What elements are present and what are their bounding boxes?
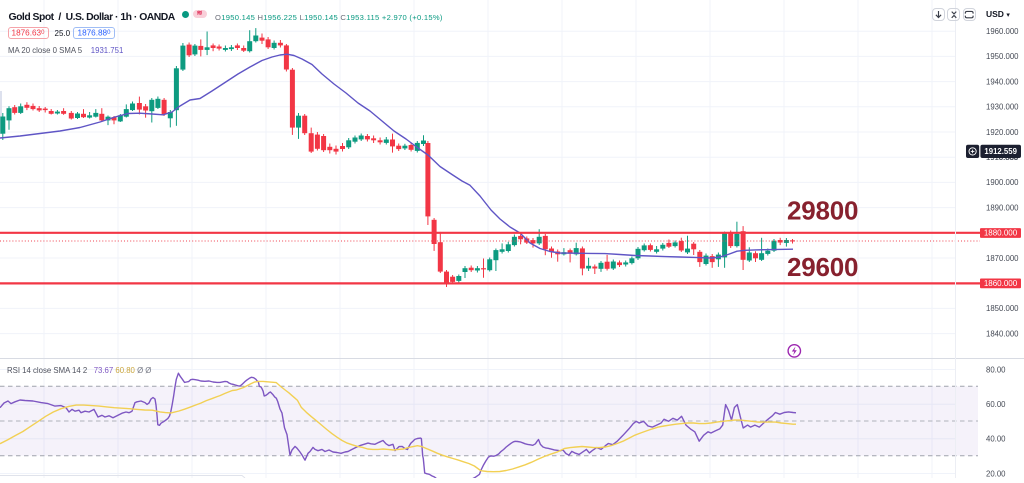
svg-text:1890.000: 1890.000 [986, 203, 1019, 212]
svg-text:1840.000: 1840.000 [986, 329, 1019, 338]
svg-text:20.00: 20.00 [986, 469, 1006, 478]
svg-text:60.00: 60.00 [986, 400, 1006, 409]
svg-text:1860.000: 1860.000 [984, 279, 1018, 288]
svg-text:29800: 29800 [787, 196, 859, 226]
svg-text:1930.000: 1930.000 [986, 103, 1019, 112]
svg-text:40.00: 40.00 [986, 435, 1006, 444]
svg-text:1920.000: 1920.000 [986, 128, 1019, 137]
svg-text:1850.000: 1850.000 [986, 304, 1019, 313]
svg-text:1960.000: 1960.000 [986, 27, 1019, 36]
svg-text:1900.000: 1900.000 [986, 178, 1019, 187]
svg-text:1950.000: 1950.000 [986, 52, 1019, 61]
svg-text:1880.000: 1880.000 [984, 228, 1018, 237]
svg-text:29600: 29600 [787, 252, 859, 282]
svg-text:80.00: 80.00 [986, 365, 1006, 374]
svg-text:1870.000: 1870.000 [986, 254, 1019, 263]
svg-text:1940.000: 1940.000 [986, 77, 1019, 86]
svg-text:1912.559: 1912.559 [984, 147, 1017, 156]
